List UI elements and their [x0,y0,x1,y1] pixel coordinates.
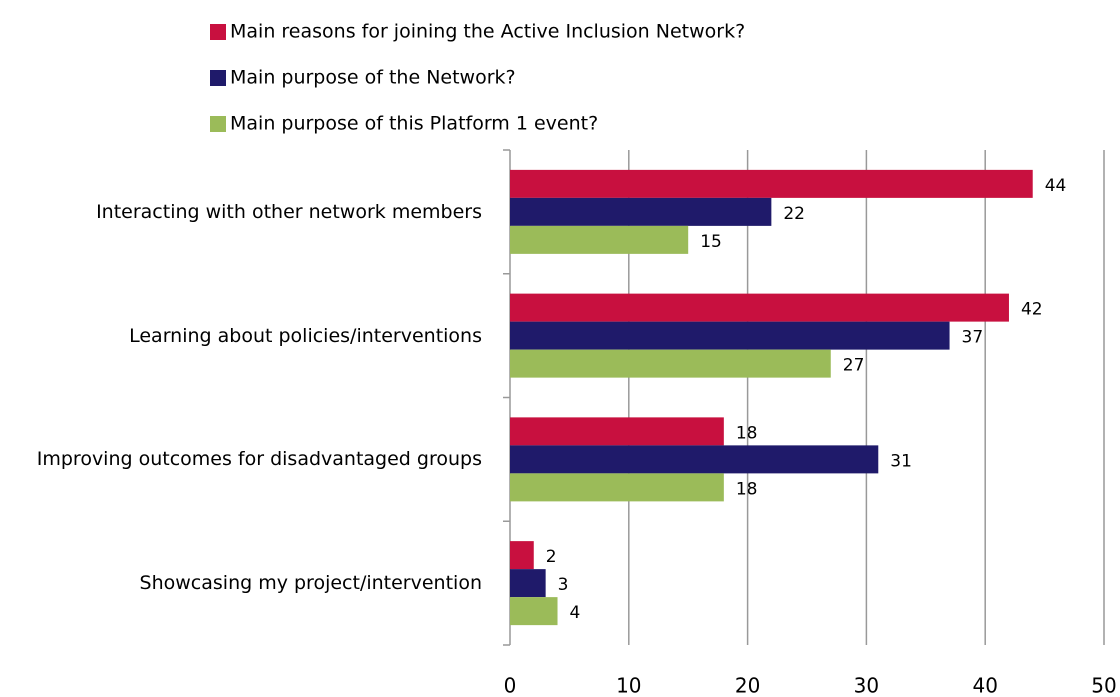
x-tick-label: 50 [1091,674,1116,697]
data-label: 18 [736,423,758,443]
legend-label: Main purpose of the Network? [230,67,516,89]
bar [510,197,772,226]
bar [510,169,1033,198]
data-label: 22 [783,204,805,224]
data-label: 42 [1021,300,1043,320]
bar [510,225,689,254]
data-label: 44 [1045,176,1067,196]
legend-label: Main reasons for joining the Active Incl… [230,21,745,43]
data-label: 18 [736,479,758,499]
y-tick-label: Interacting with other network members [96,200,482,223]
y-tick-label: Improving outcomes for disadvantaged gro… [36,448,482,471]
data-label: 2 [546,547,557,567]
data-label: 27 [843,356,865,376]
bar [510,445,879,474]
data-label: 3 [558,575,569,595]
x-tick-label: 20 [735,674,760,697]
x-tick-label: 40 [972,674,997,697]
bar [510,349,831,378]
bar [510,597,558,626]
bar [510,417,724,446]
x-tick-label: 30 [854,674,879,697]
bar [510,293,1009,322]
data-label: 4 [570,603,581,623]
x-tick-label: 0 [504,674,517,697]
legend-swatch [210,116,226,132]
x-tick-label: 10 [616,674,641,697]
legend-swatch [210,24,226,40]
bar [510,473,724,502]
legend-swatch [210,70,226,86]
data-label: 15 [700,232,722,252]
data-label: 37 [962,328,984,348]
legend-label: Main purpose of this Platform 1 event? [230,113,598,135]
data-label: 31 [890,451,912,471]
y-tick-label: Showcasing my project/intervention [139,572,482,595]
bar [510,321,950,350]
y-tick-label: Learning about policies/interventions [129,324,482,347]
bar [510,569,546,598]
bar [510,541,534,570]
